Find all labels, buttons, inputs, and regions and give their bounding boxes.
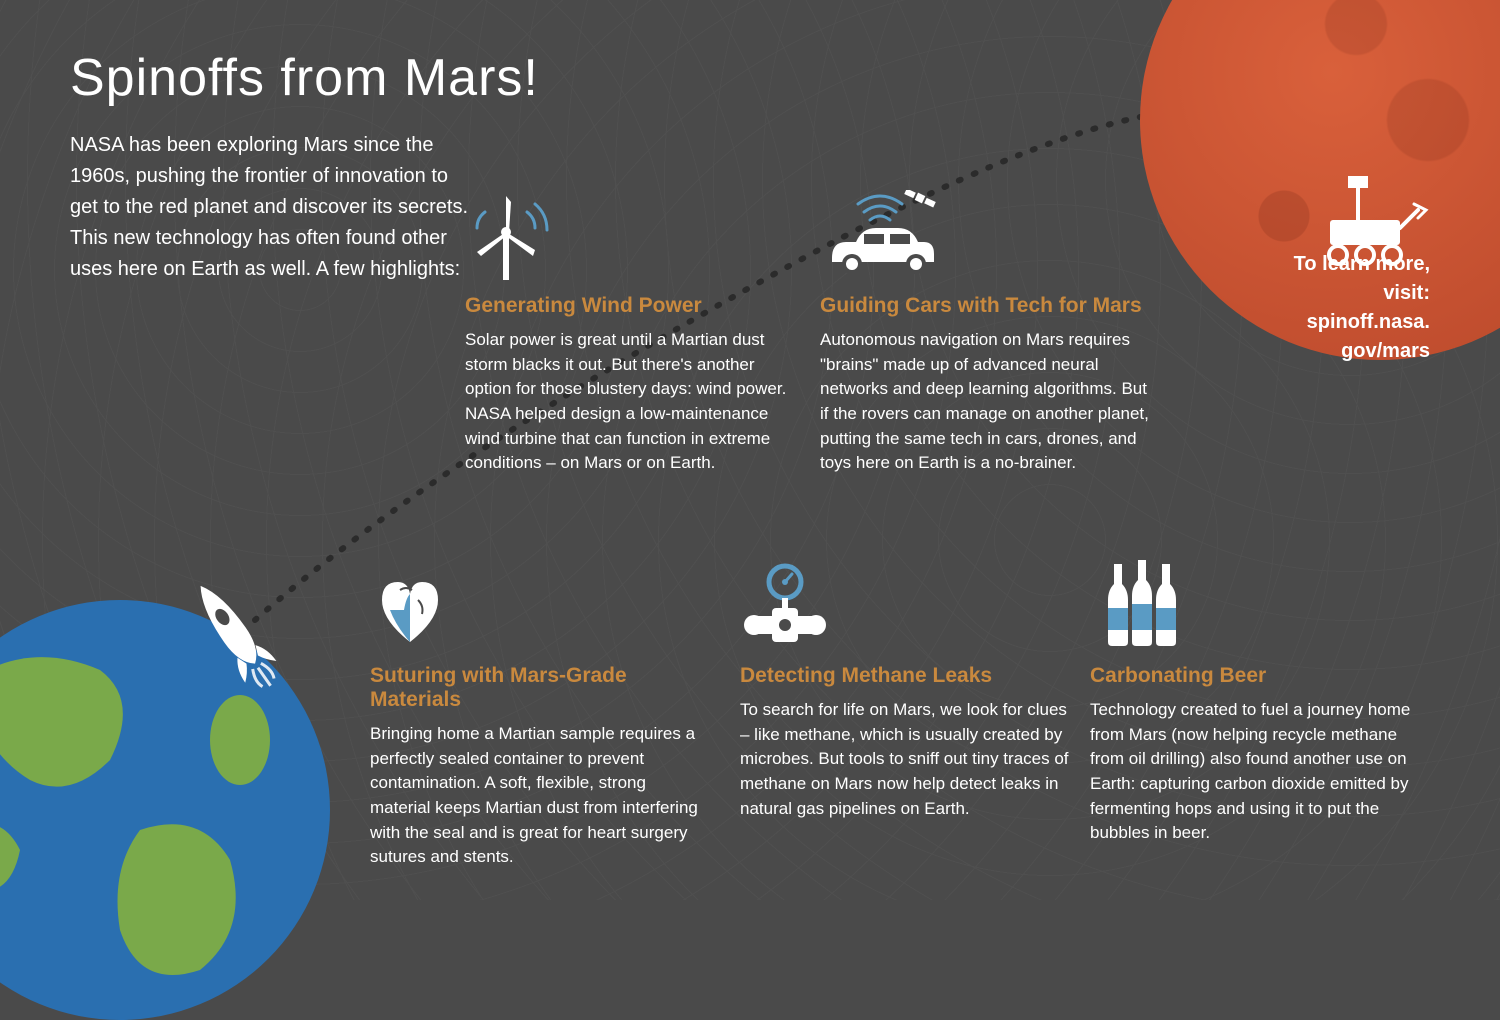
learn-more-text: To learn more, [1294,250,1430,279]
learn-more-url: gov/mars [1294,337,1430,366]
spinoff-item-suture: Suturing with Mars-Grade Materials Bring… [370,560,700,870]
beer-bottles-icon [1090,560,1420,650]
wind-turbine-icon [465,190,795,280]
item-body: Autonomous navigation on Mars requires "… [820,328,1150,476]
car-satellite-icon [820,190,1150,280]
page-title: Spinoffs from Mars! [70,48,539,108]
heart-icon [370,560,700,650]
item-body: Bringing home a Martian sample requires … [370,722,700,870]
intro-paragraph: NASA has been exploring Mars since the 1… [70,130,470,285]
spinoff-item-cars: Guiding Cars with Tech for Mars Autonomo… [820,190,1150,476]
item-title: Detecting Methane Leaks [740,664,1070,688]
spinoff-item-beer: Carbonating Beer Technology created to f… [1090,560,1420,846]
item-body: To search for life on Mars, we look for … [740,698,1070,821]
spinoff-item-methane: Detecting Methane Leaks To search for li… [740,560,1070,821]
item-title: Suturing with Mars-Grade Materials [370,664,700,712]
gauge-valve-icon [740,560,1070,650]
learn-more-block: To learn more, visit: spinoff.nasa. gov/… [1294,250,1430,366]
item-title: Carbonating Beer [1090,664,1420,688]
learn-more-url: spinoff.nasa. [1294,308,1430,337]
item-body: Solar power is great until a Martian dus… [465,328,795,476]
rocket-icon [180,565,290,710]
learn-more-text: visit: [1294,279,1430,308]
item-body: Technology created to fuel a journey hom… [1090,698,1420,846]
item-title: Guiding Cars with Tech for Mars [820,294,1150,318]
spinoff-item-wind: Generating Wind Power Solar power is gre… [465,190,795,476]
item-title: Generating Wind Power [465,294,795,318]
